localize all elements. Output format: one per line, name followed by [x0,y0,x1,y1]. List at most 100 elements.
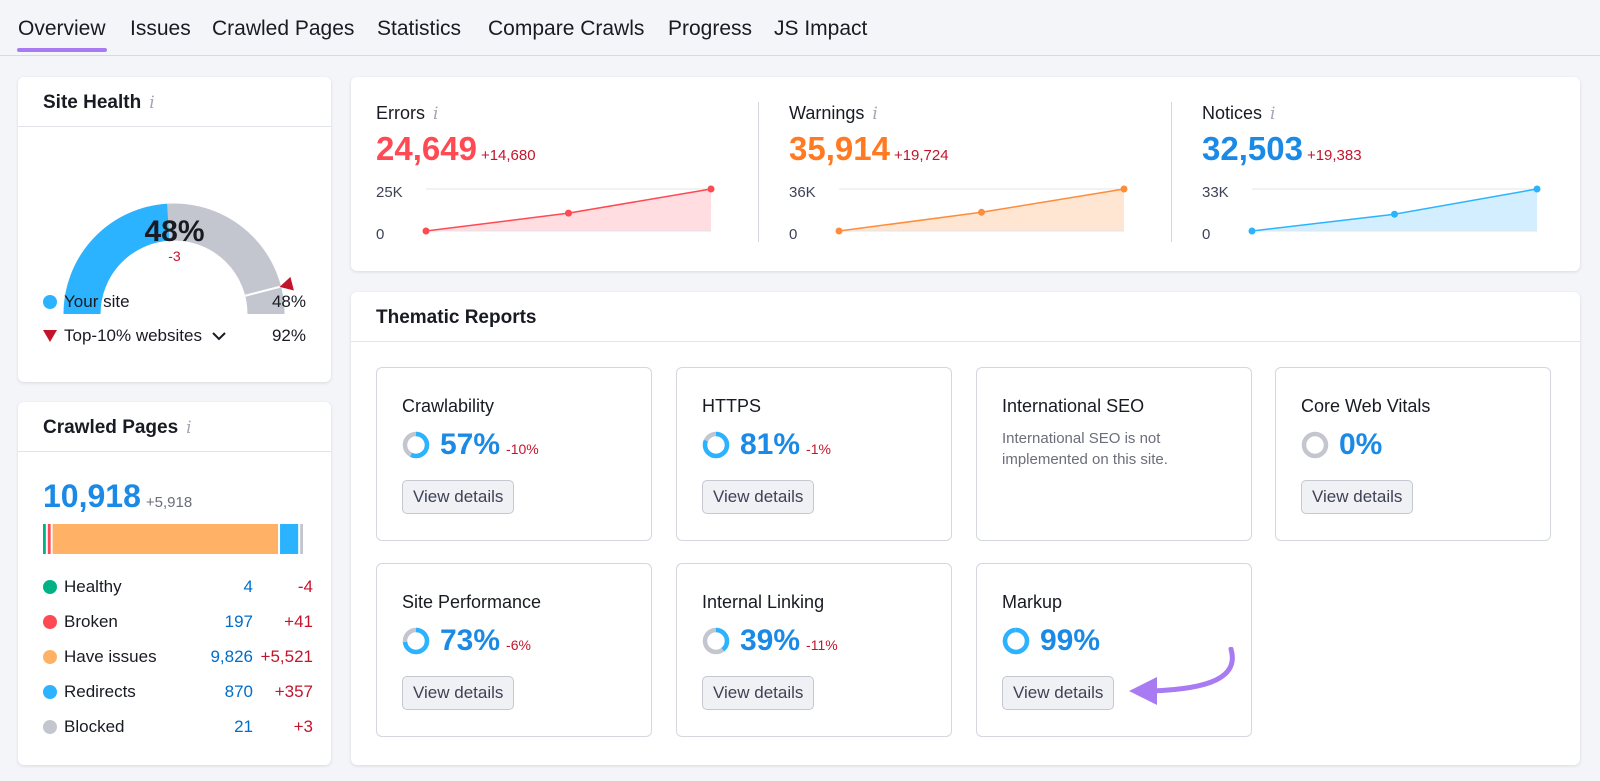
report-score: 81% [740,428,801,461]
stack-segment-broken[interactable] [47,524,51,554]
crawled-row-broken: Broken 197 +41 [43,610,313,634]
crawled-pages-total[interactable]: 10,918 [43,478,141,514]
trend-point[interactable] [422,227,430,235]
tab-overview[interactable]: Overview [17,17,107,52]
row-count[interactable]: 197 [224,612,253,631]
metric-label: Errors [376,103,425,123]
stack-segment-blocked[interactable] [300,524,303,554]
gauge-top10-tick [244,285,282,297]
tab-js-impact[interactable]: JS Impact [774,17,868,40]
row-label: Healthy [64,577,122,596]
view-details-button[interactable]: View details [702,480,815,514]
row-delta: +41 [284,612,313,631]
info-icon[interactable]: i [149,93,155,113]
row-delta: +3 [293,717,313,736]
row-count[interactable]: 9,826 [210,647,253,666]
metric-delta: +19,724 [893,147,949,164]
trend-area [1252,189,1537,231]
report-score: 39% [740,624,801,657]
row-count[interactable]: 21 [234,717,253,736]
legend-value: 48% [271,292,306,311]
chevron-down-icon[interactable] [210,329,228,343]
row-label: Redirects [64,682,136,701]
view-details-button[interactable]: View details [402,480,515,514]
stack-segment-healthy[interactable] [43,524,46,554]
report-title: Markup [1002,592,1063,612]
site-health-delta: -3 [168,248,181,264]
warnings-trend-chart [835,185,1128,235]
thematic-reports-card: Thematic Reports Crawlability 57% -10% Vi… [351,292,1580,765]
redirects-dot-icon [43,685,57,699]
top10-marker-icon [279,276,294,291]
legend-top10[interactable]: Top-10% websites 92% [43,324,306,348]
site-health-card: Site Health i 48% -3 Your site 48% Top-10… [18,77,331,382]
notices-metric: Notices i 32,503 +19,383 33K 0 [1177,77,1557,267]
trend-area [839,189,1124,231]
report-title: International SEO [1002,396,1145,416]
report-https: HTTPS 81% -1% View details [676,367,952,541]
report-score: 99% [1040,624,1101,657]
row-count[interactable]: 870 [224,682,253,701]
trend-point[interactable] [835,227,843,235]
crawled-pages-stacked-bar[interactable] [43,524,305,554]
metric-value[interactable]: 32,503 [1202,130,1303,167]
view-details-button[interactable]: View details [402,676,515,710]
divider [18,451,331,452]
row-delta: +5,521 [260,647,313,666]
trend-point[interactable] [1391,210,1398,218]
errors-trend-chart [422,185,715,235]
tab-progress[interactable]: Progress [668,17,753,40]
broken-dot-icon [43,615,57,629]
report-title: HTTPS [702,396,762,416]
crawled-pages-title: Crawled Pages [43,417,179,438]
tab-statistics[interactable]: Statistics [377,17,462,40]
legend-value: 92% [271,326,306,345]
crawled-row-redirects: Redirects 870 +357 [43,680,313,704]
tab-compare-crawls[interactable]: Compare Crawls [488,17,645,40]
metric-value[interactable]: 35,914 [789,130,890,167]
report-internal-linking: Internal Linking 39% -11% View details [676,563,952,737]
blocked-dot-icon [43,720,57,734]
trend-area [426,189,711,231]
report-site-performance: Site Performance 73% -6% View details [376,563,652,737]
divider [758,102,759,242]
y-tick-max: 33K [1202,184,1229,201]
view-details-button[interactable]: View details [702,676,815,710]
trend-point[interactable] [565,209,572,217]
report-markup: Markup 99% View details [976,563,1252,737]
ring-progress [402,627,430,655]
stack-segment-have-issues[interactable] [52,524,279,554]
info-icon[interactable]: i [872,104,878,124]
view-details-button[interactable]: View details [1301,480,1414,514]
ring-progress [702,431,730,459]
row-label: Broken [64,612,118,631]
tab-bar: Overview Issues Crawled Pages Statistics… [0,0,1600,56]
legend-label[interactable]: Top-10% websites [64,326,202,345]
have-issues-dot-icon [43,650,57,664]
report-delta: -6% [506,637,531,653]
view-details-button[interactable]: View details [1002,676,1115,710]
trend-point[interactable] [707,185,715,193]
report-delta: -10% [506,441,539,457]
trend-point[interactable] [1120,185,1128,193]
report-crawlability: Crawlability 57% -10% View details [376,367,652,541]
info-icon[interactable]: i [186,418,192,438]
metric-value[interactable]: 24,649 [376,130,477,167]
row-count[interactable]: 4 [243,577,253,596]
report-international-seo: International SEO International SEO is n… [976,367,1252,541]
tab-crawled-pages[interactable]: Crawled Pages [212,17,355,40]
trend-point[interactable] [1248,227,1256,235]
info-icon[interactable]: i [1270,104,1276,124]
trend-point[interactable] [1533,185,1541,193]
info-icon[interactable]: i [433,104,439,124]
tab-issues[interactable]: Issues [130,17,191,40]
gauge-your-site-arc [63,203,171,315]
ring-track [1301,431,1329,459]
report-title: Internal Linking [702,592,825,612]
trend-point[interactable] [978,208,985,216]
crawled-row-blocked: Blocked 21 +3 [43,715,313,739]
report-title: Core Web Vitals [1301,396,1431,416]
row-delta: -4 [297,577,313,596]
notices-trend-chart [1248,185,1541,235]
stack-segment-redirects[interactable] [280,524,299,554]
